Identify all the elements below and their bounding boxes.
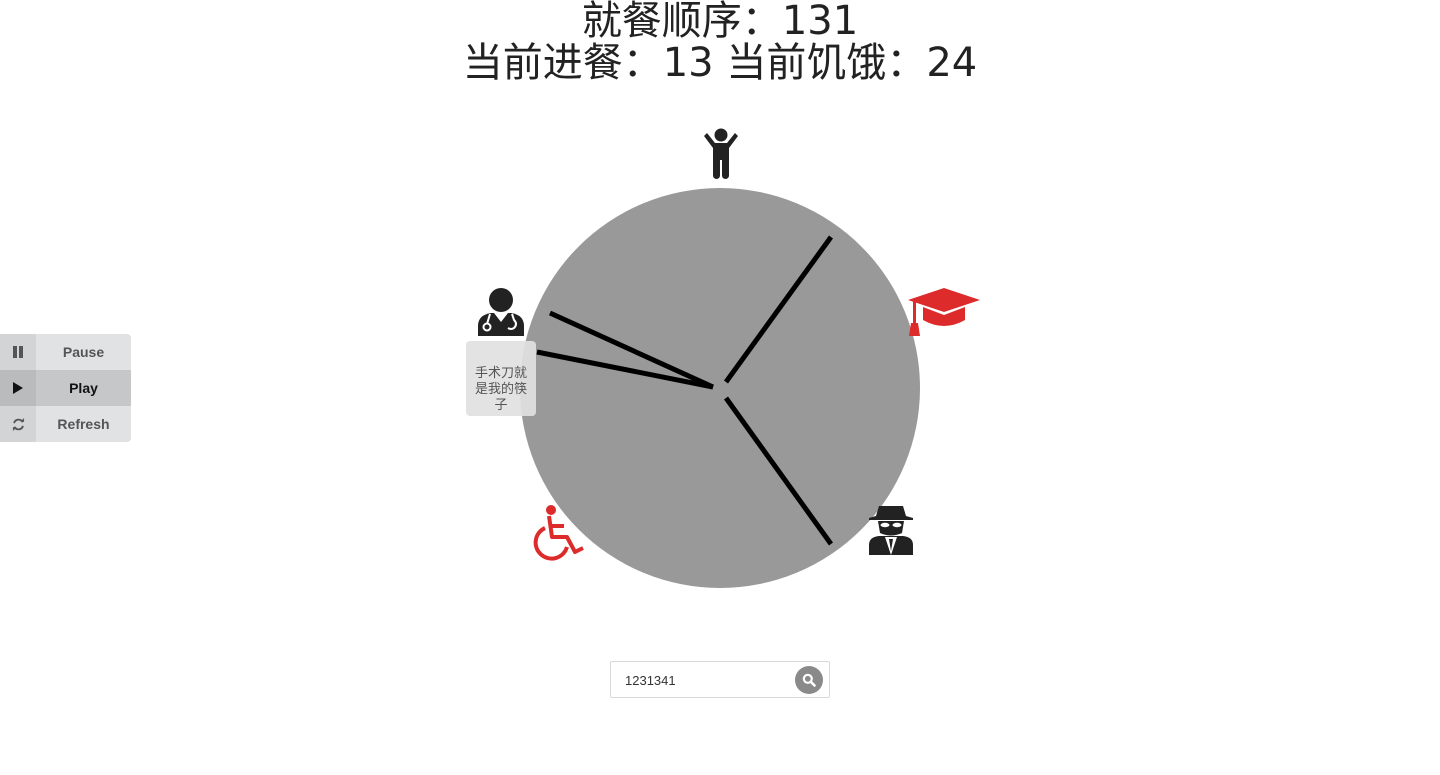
search-input[interactable] bbox=[625, 668, 790, 692]
graduation-cap-icon bbox=[908, 288, 980, 336]
order-heading: 就餐顺序：131 bbox=[0, 0, 1440, 42]
search-button[interactable] bbox=[795, 666, 823, 694]
refresh-icon bbox=[0, 406, 36, 442]
search-box bbox=[610, 661, 830, 698]
pause-label: Pause bbox=[62, 344, 105, 360]
diner-doctor[interactable] bbox=[474, 286, 528, 338]
play-icon bbox=[0, 370, 36, 406]
spy-icon bbox=[869, 506, 913, 555]
wheelchair-icon bbox=[533, 505, 584, 561]
diner-spy[interactable] bbox=[866, 503, 916, 557]
order-value: 131 bbox=[781, 0, 859, 44]
diner-graduate[interactable] bbox=[905, 286, 983, 338]
playback-controls: Pause Play Refresh bbox=[0, 334, 131, 442]
doctor-icon bbox=[478, 288, 524, 336]
eating-value: 13 bbox=[662, 40, 714, 86]
play-button[interactable]: Play bbox=[0, 370, 131, 406]
order-label: 就餐顺序： bbox=[581, 0, 782, 44]
status-heading: 当前进餐：13 当前饥饿：24 bbox=[0, 42, 1440, 84]
hungry-value: 24 bbox=[926, 40, 978, 86]
hungry-label: 当前饥饿： bbox=[713, 40, 927, 86]
play-label: Play bbox=[69, 380, 98, 396]
pause-button[interactable]: Pause bbox=[0, 334, 131, 370]
search-icon bbox=[802, 673, 816, 687]
eating-label: 当前进餐： bbox=[462, 40, 663, 86]
refresh-button[interactable]: Refresh bbox=[0, 406, 131, 442]
diner-wheelchair[interactable] bbox=[531, 504, 585, 562]
child-icon bbox=[704, 128, 738, 179]
diner-tooltip: 手术刀就是我的筷子 bbox=[466, 341, 536, 416]
pause-icon bbox=[0, 334, 36, 370]
refresh-label: Refresh bbox=[57, 416, 110, 432]
diner-child[interactable] bbox=[700, 127, 742, 181]
